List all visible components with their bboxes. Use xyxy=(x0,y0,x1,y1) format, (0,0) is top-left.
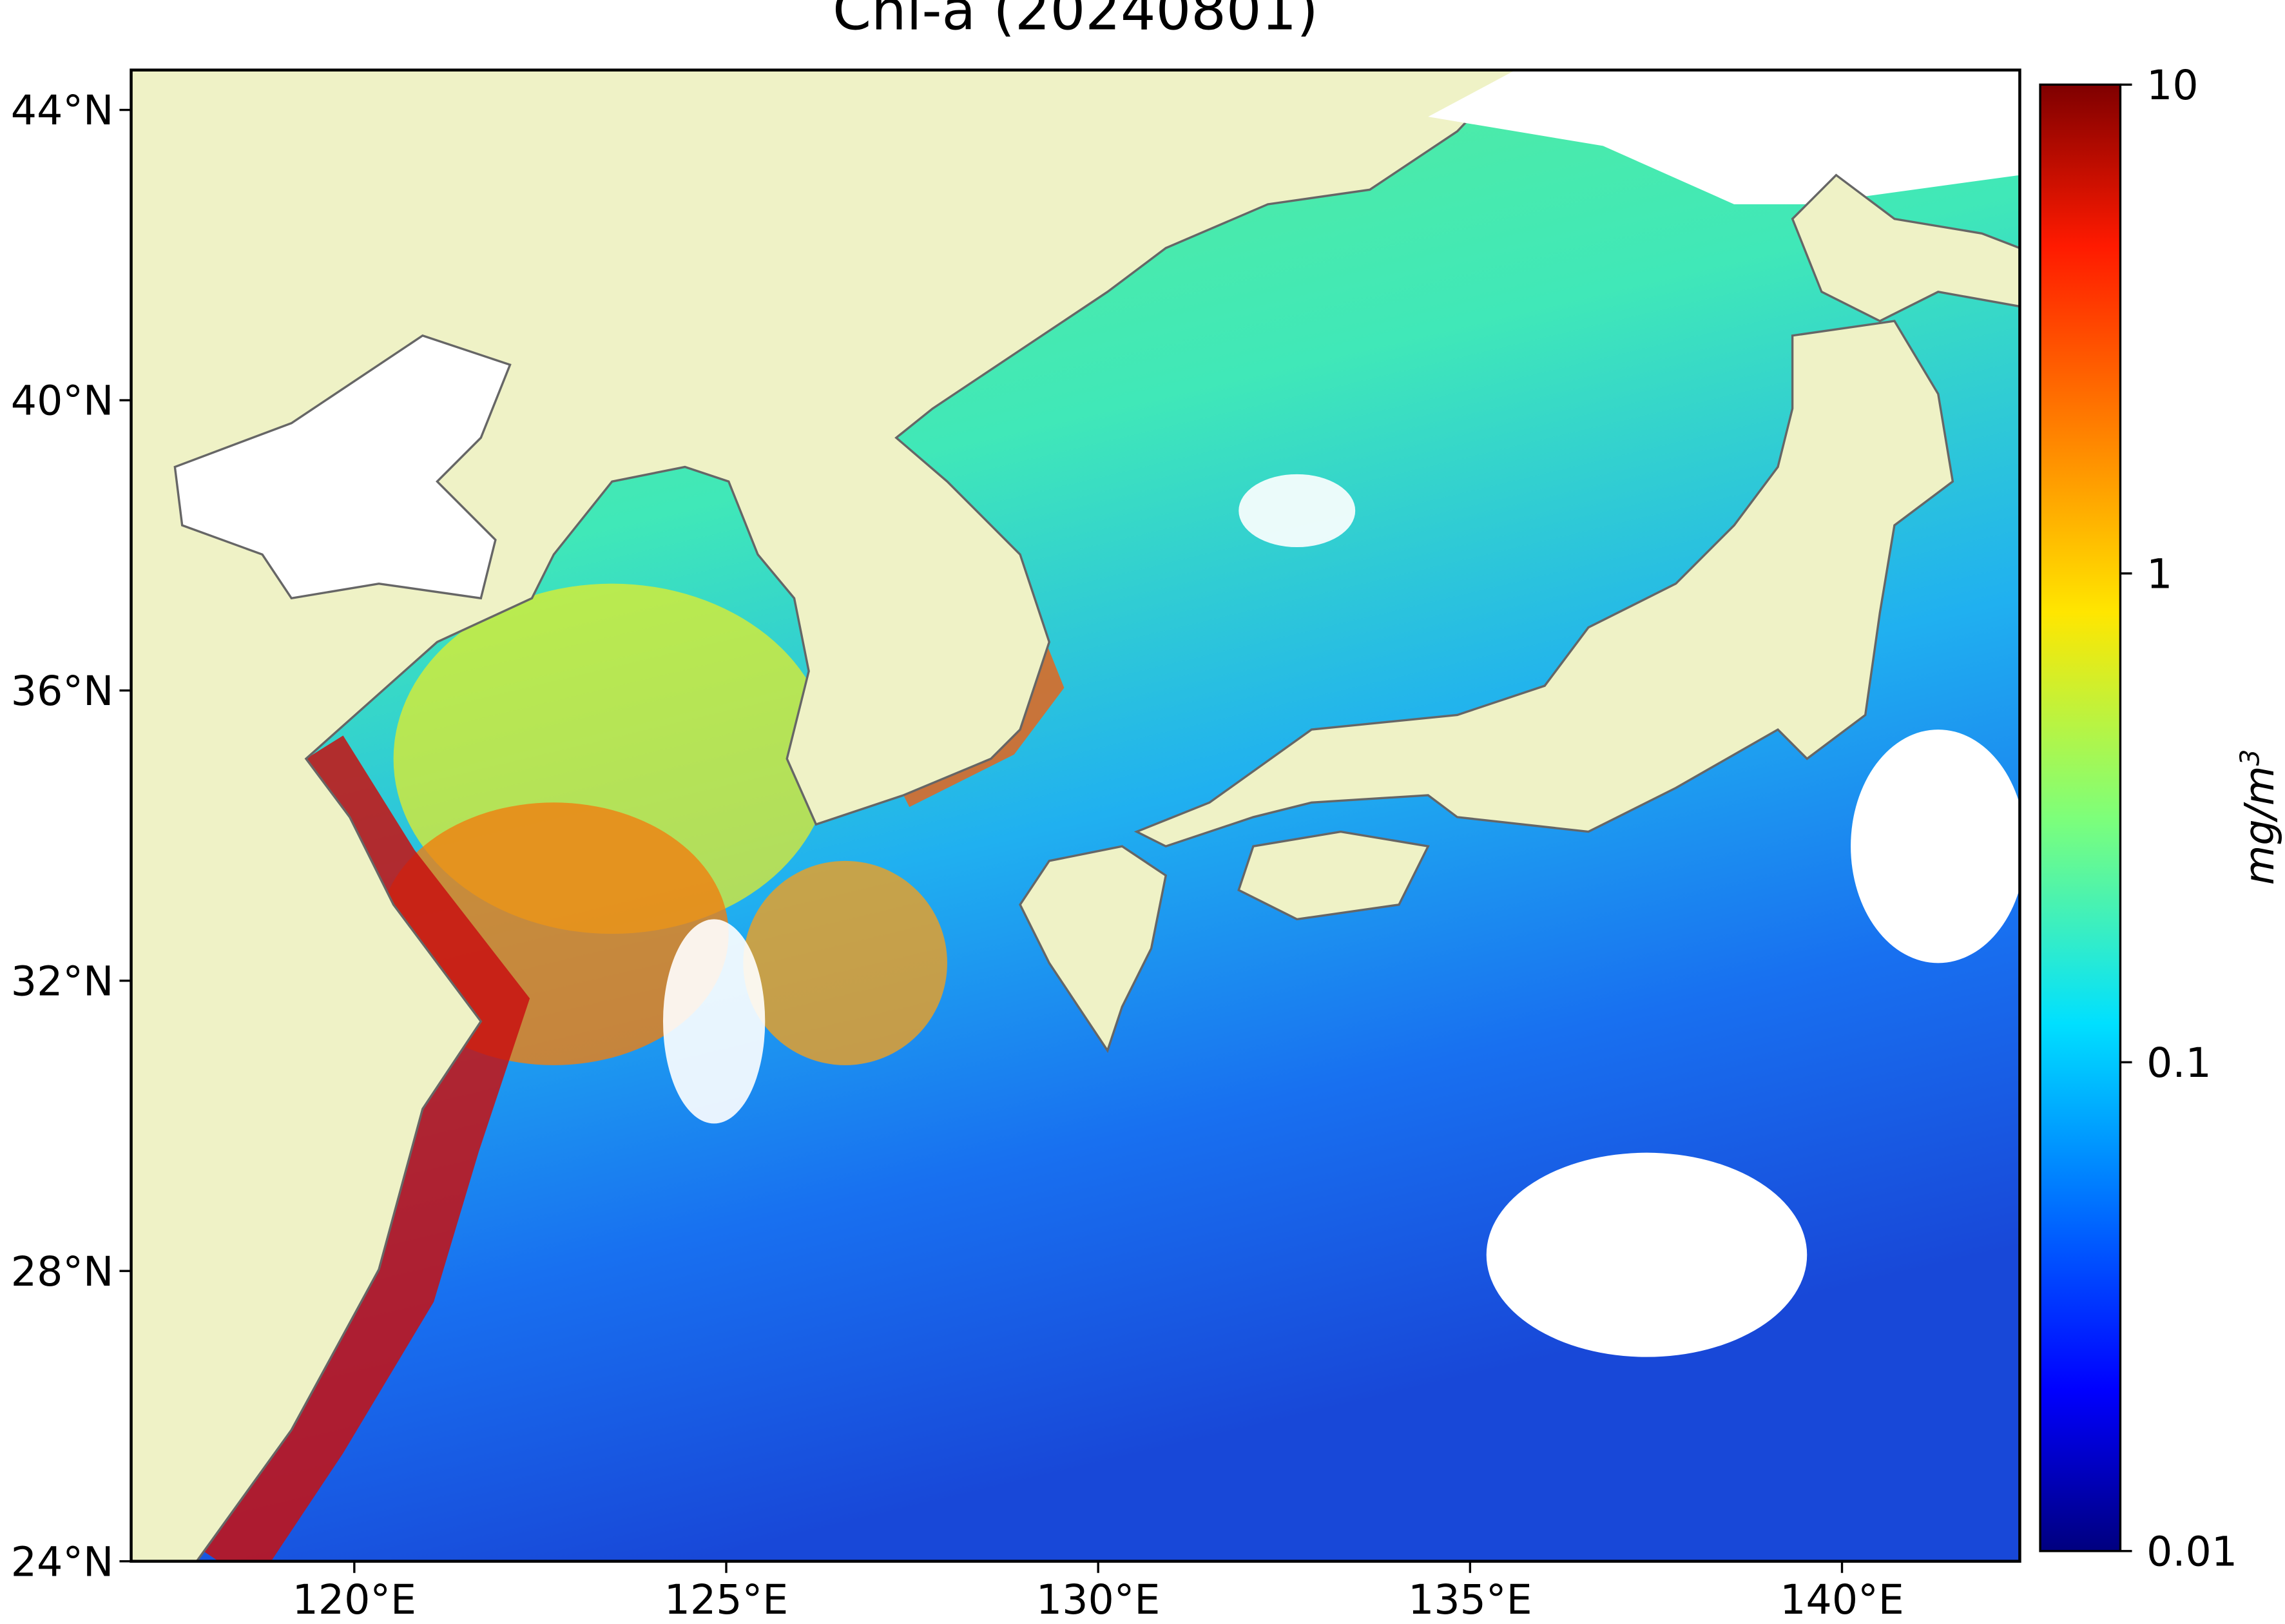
kyushu xyxy=(1019,845,1168,1054)
map-area xyxy=(131,70,2020,1561)
colorbar-unit-exponent: 3 xyxy=(2234,749,2265,766)
clouds xyxy=(1239,474,1356,548)
y-tick-label: 24°N xyxy=(11,1538,114,1585)
bohai-clouds xyxy=(173,334,512,600)
y-tick-label: 44°N xyxy=(11,86,114,134)
y-tick-label: 28°N xyxy=(11,1248,114,1295)
hokkaido xyxy=(1791,173,2020,323)
y-tick-label: 40°N xyxy=(11,377,114,425)
x-tick-label: 120°E xyxy=(293,1576,416,1623)
colorbar xyxy=(2039,83,2122,1552)
colorbar-unit: mg/m xyxy=(2235,766,2283,885)
x-tick-label: 140°E xyxy=(1780,1576,1904,1623)
colorbar-tick-label: 10 xyxy=(2146,61,2199,109)
y-tick-label: 32°N xyxy=(11,957,114,1005)
y-tick-label: 36°N xyxy=(11,667,114,715)
clouds xyxy=(1851,730,2020,963)
colorbar-tick-label: 1 xyxy=(2146,550,2172,597)
clouds xyxy=(1428,70,2020,204)
axes: 120°E 125°E 130°E 135°E 140°E 24°N 28°N 32°N 36°… xyxy=(11,61,2237,1623)
clouds xyxy=(1486,1152,1808,1357)
clouds xyxy=(662,919,766,1124)
map-frame xyxy=(130,68,2021,1563)
x-tick-label: 135°E xyxy=(1408,1576,1532,1623)
honshu xyxy=(1133,320,1954,848)
x-tick-label: 125°E xyxy=(664,1576,788,1623)
title: Chl-a (20240801) xyxy=(833,0,1318,43)
colorbar-tick-label: 0.1 xyxy=(2146,1039,2212,1087)
colorbar-label: mg/m3 xyxy=(2234,749,2283,885)
shikoku xyxy=(1237,830,1430,921)
colorbar-tick-label: 0.01 xyxy=(2146,1527,2237,1575)
x-tick-label: 130°E xyxy=(1036,1576,1160,1623)
eddy-field xyxy=(743,860,947,1065)
